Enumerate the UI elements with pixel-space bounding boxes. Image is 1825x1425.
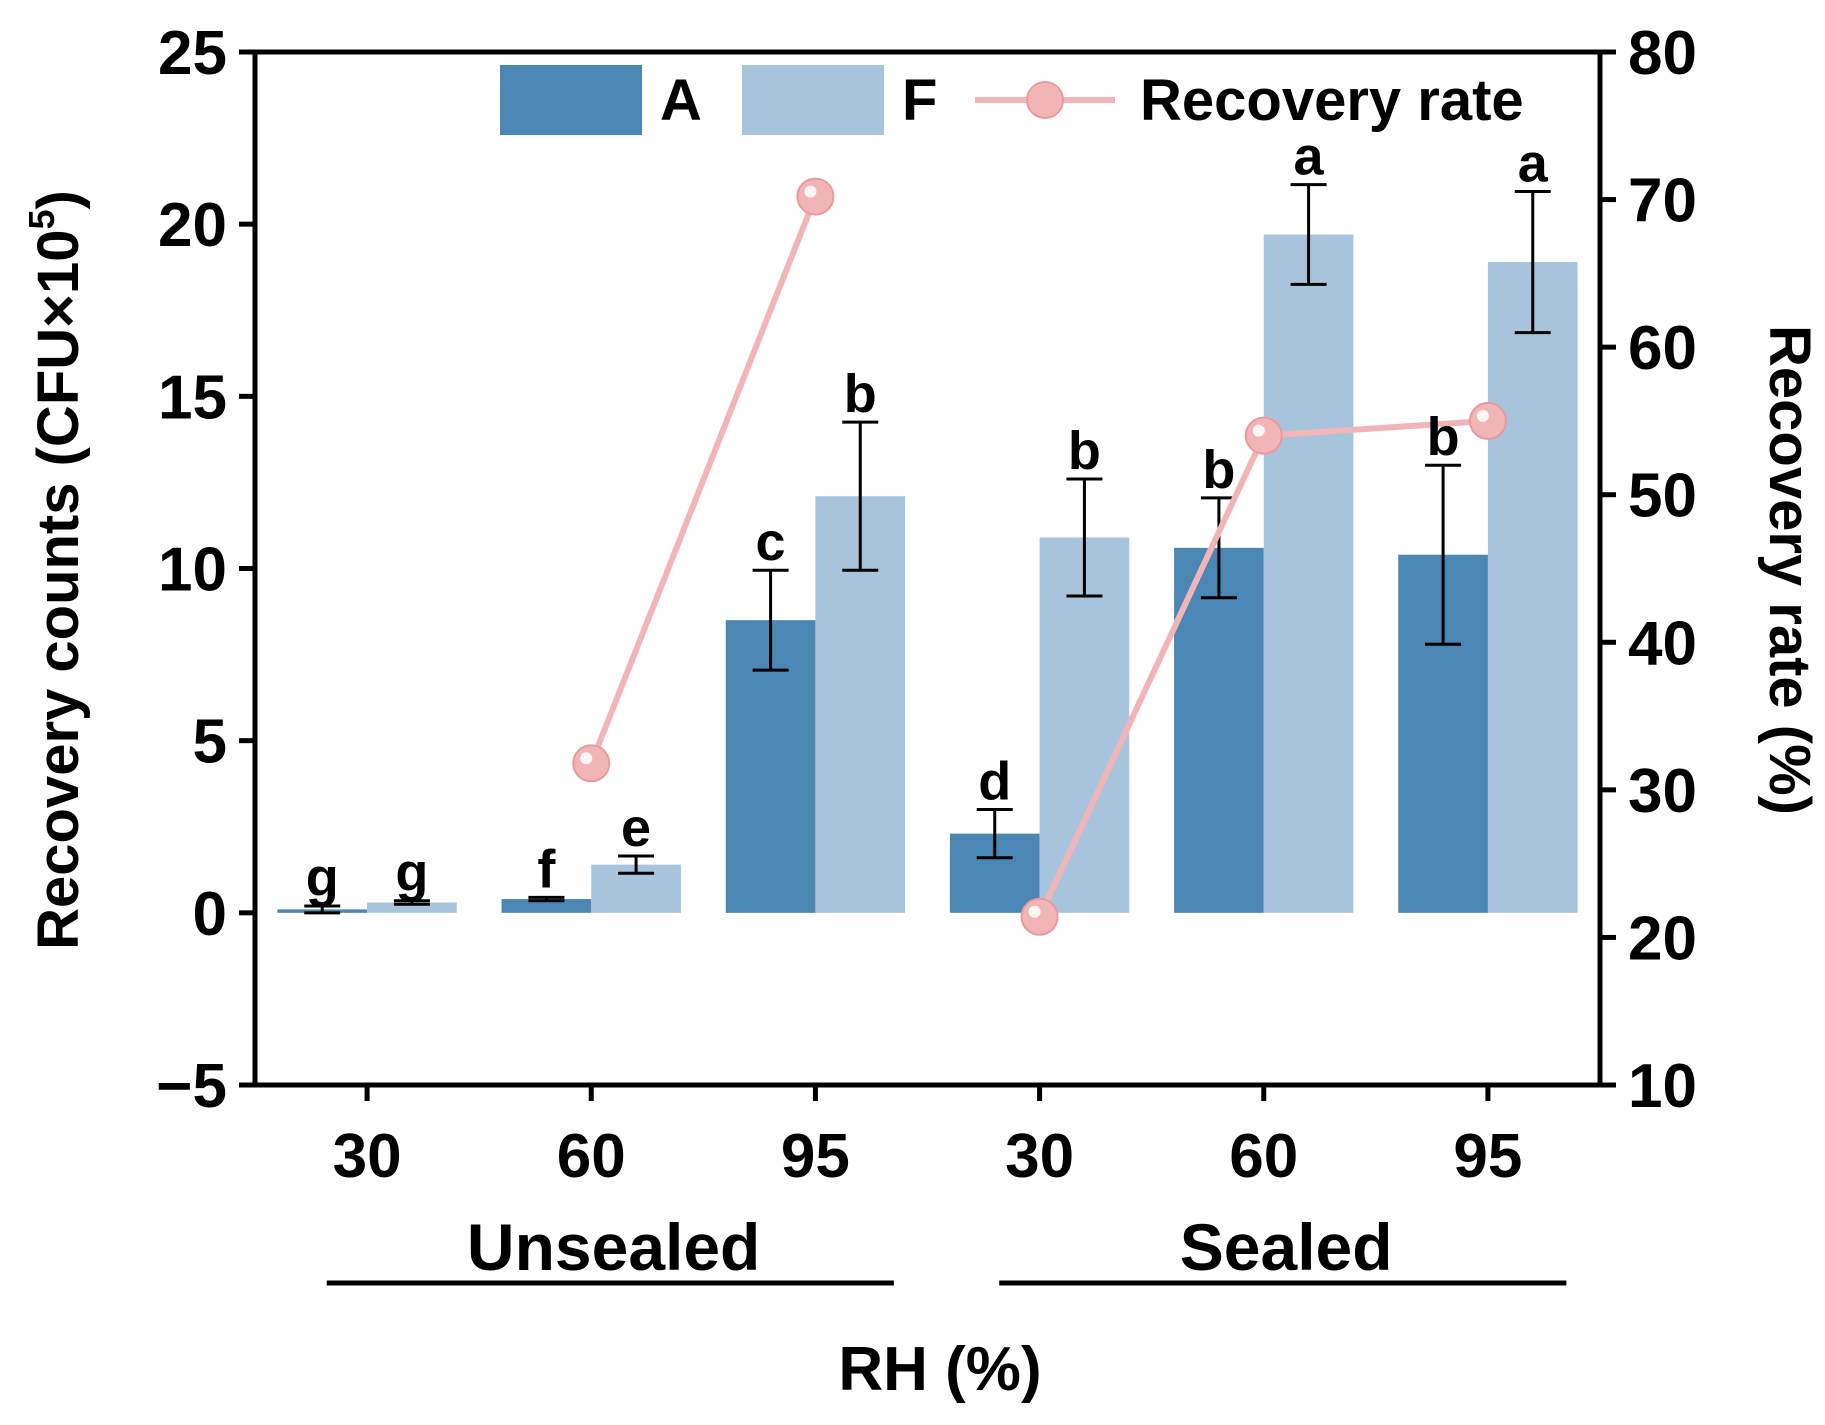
error-bar-layer: [304, 183, 1551, 915]
legend-label-a: A: [660, 68, 702, 133]
y-tick-label-0: −5: [156, 1052, 227, 1121]
recovery-rate-point-highlight-0-0: [580, 752, 593, 765]
y-tick-label-5: 20: [158, 191, 227, 260]
bar-layer: [277, 234, 1578, 913]
y2-tick-label-6: 70: [1628, 167, 1697, 236]
y2-tick-label-3: 40: [1628, 609, 1697, 678]
bar-a-4: [1174, 547, 1264, 913]
y2-tick-label-5: 60: [1628, 314, 1697, 383]
y2-tick-label-0: 10: [1628, 1052, 1697, 1121]
y2-tick-label-4: 50: [1628, 462, 1697, 531]
legend: A F Recovery rate: [500, 65, 1524, 135]
y2-tick-label-7: 80: [1628, 19, 1697, 88]
significance-label-a-0: g: [306, 848, 339, 908]
group-label-sealed: Sealed: [1180, 1210, 1393, 1284]
recovery-rate-point-1-0: [1020, 897, 1059, 936]
recovery-rate-point-highlight-1-2: [1476, 409, 1489, 422]
recovery-rate-point-highlight-1-0: [1028, 905, 1041, 918]
y-axis-title: Recovery counts (CFU×105): [21, 190, 91, 950]
y-tick-label-2: 5: [193, 708, 227, 777]
recovery-rate-line-layer: [572, 177, 1507, 936]
y2-tick-label-1: 20: [1628, 904, 1697, 973]
axes-layer: −5 0 5 10 15 20 25 10 20 30 40 50 60 70 80 30 60 95 30 60 95…: [156, 19, 1697, 1286]
recovery-rate-point-highlight-0-1: [804, 185, 817, 198]
y2-tick-label-2: 30: [1628, 757, 1697, 826]
x-tick-label-2: 95: [781, 1122, 850, 1191]
significance-label-f-5: a: [1518, 133, 1549, 193]
group-label-unsealed: Unsealed: [467, 1210, 760, 1284]
significance-label-a-2: c: [756, 512, 786, 572]
bar-f-5: [1487, 262, 1578, 913]
x-tick-label-1: 60: [557, 1122, 626, 1191]
x-tick-label-4: 60: [1229, 1122, 1298, 1191]
y-tick-label-4: 15: [158, 363, 227, 432]
recovery-rate-point-1-1: [1244, 416, 1283, 455]
significance-label-f-3: b: [1068, 421, 1101, 481]
y-tick-label-3: 10: [158, 536, 227, 605]
x-tick-label-0: 30: [333, 1122, 402, 1191]
y-axis-title-exponent: 5: [21, 209, 62, 229]
bar-f-4: [1263, 234, 1354, 913]
bar-f-0: [367, 902, 457, 913]
y-tick-label-6: 25: [158, 19, 227, 88]
significance-label-f-1: e: [621, 798, 651, 858]
significance-label-a-4: b: [1202, 440, 1235, 500]
significance-label-a-5: b: [1427, 407, 1460, 467]
significance-label-f-4: a: [1294, 127, 1325, 187]
recovery-rate-line-segment-0: [588, 195, 819, 765]
y-axis-title-prefix: Recovery counts (CFU×10: [26, 229, 91, 949]
legend-swatch-f: [742, 65, 884, 135]
significance-label-layer: g f c d b b g e b b a a: [306, 127, 1549, 908]
bar-f-3: [1039, 537, 1130, 913]
x-tick-label-3: 30: [1005, 1122, 1074, 1191]
recovery-rate-point-0-0: [572, 744, 611, 783]
x-axis-title: RH (%): [838, 1335, 1041, 1404]
recovery-rate-point-0-1: [796, 177, 835, 216]
legend-swatch-a: [500, 65, 642, 135]
recovery-rate-point-1-2: [1468, 401, 1507, 440]
bar-a-1: [501, 899, 592, 913]
y2-axis-title: Recovery rate (%): [1757, 325, 1822, 815]
legend-label-recovery-rate: Recovery rate: [1140, 68, 1524, 133]
recovery-rate-point-highlight-1-1: [1252, 424, 1265, 437]
significance-label-a-3: d: [978, 752, 1011, 812]
significance-label-a-1: f: [537, 839, 556, 899]
x-tick-label-5: 95: [1453, 1122, 1522, 1191]
y-tick-label-1: 0: [193, 880, 227, 949]
significance-label-f-0: g: [395, 843, 428, 903]
y-axis-title-suffix: ): [26, 190, 91, 209]
significance-label-f-2: b: [844, 364, 877, 424]
legend-swatch-marker-recovery-rate: [1026, 81, 1064, 119]
legend-label-f: F: [902, 68, 937, 133]
